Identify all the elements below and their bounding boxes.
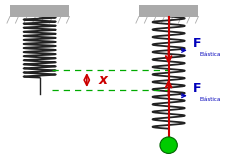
Ellipse shape — [160, 137, 177, 153]
Text: x: x — [98, 73, 107, 87]
Bar — [10, 5, 69, 16]
Text: $\mathbf{F}$: $\mathbf{F}$ — [192, 36, 202, 50]
Text: Elástica: Elástica — [199, 52, 220, 57]
Text: Elástica: Elástica — [199, 97, 220, 102]
Text: $\mathbf{F}$: $\mathbf{F}$ — [192, 82, 202, 95]
Bar — [139, 5, 198, 16]
